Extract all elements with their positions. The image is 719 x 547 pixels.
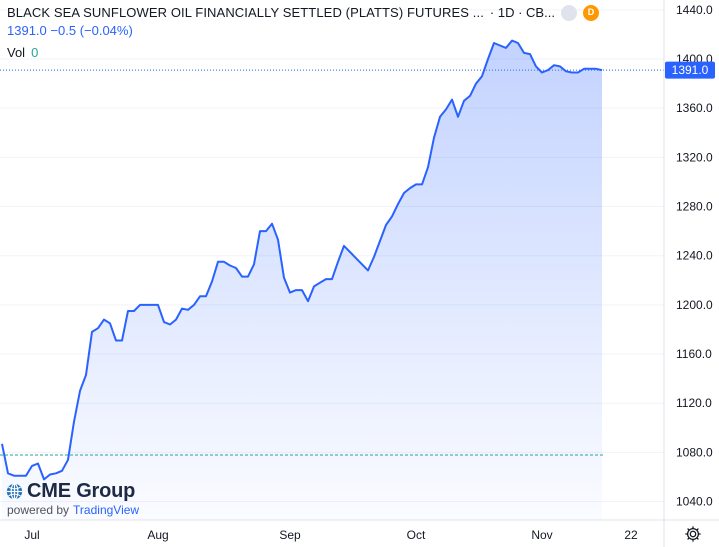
volume-value: 0	[31, 45, 39, 60]
y-tick-label: 1160.0	[676, 347, 712, 361]
x-tick-label: Nov	[531, 528, 552, 542]
delayed-badge[interactable]: D	[582, 4, 599, 21]
x-tick-label: 22	[624, 528, 638, 542]
x-tick-label: Aug	[147, 528, 168, 542]
x-tick-label: Jul	[24, 528, 39, 542]
gear-icon[interactable]	[684, 525, 702, 543]
y-tick-label: 1240.0	[676, 249, 713, 263]
last-price-label: 1391.0	[665, 61, 715, 79]
cme-logo[interactable]: CME Group powered by TradingView	[6, 480, 139, 517]
volume-legend: Vol 0	[7, 44, 599, 61]
powered-by-label: powered by	[7, 503, 70, 517]
status-badge	[560, 4, 577, 21]
y-tick-label: 1080.0	[676, 445, 713, 459]
interval-label[interactable]: · 1D · CB...	[489, 5, 555, 20]
y-tick-label: 1280.0	[676, 200, 713, 214]
symbol-title[interactable]: BLACK SEA SUNFLOWER OIL FINANCIALLY SETT…	[7, 5, 484, 20]
x-tick-label: Oct	[407, 528, 426, 542]
brand-name: CME Group	[27, 480, 136, 502]
y-tick-label: 1320.0	[676, 150, 713, 164]
last-value: 1391.0	[7, 23, 47, 38]
last-price-value: 1391.0	[672, 63, 709, 77]
tradingview-link[interactable]: TradingView	[73, 503, 140, 517]
volume-label: Vol	[7, 45, 26, 60]
time-axis[interactable]: Jul Aug Sep Oct Nov 22	[24, 528, 638, 542]
globe-icon	[6, 483, 23, 500]
change-percent: (−0.04%)	[79, 23, 133, 38]
y-tick-label: 1440.0	[676, 3, 713, 17]
powered-by: powered by TradingView	[7, 503, 139, 517]
price-axis[interactable]: 1040.0 1080.0 1120.0 1160.0 1200.0 1240.0 1280…	[676, 3, 713, 509]
x-tick-label: Sep	[279, 528, 301, 542]
price-line	[1, 39, 603, 481]
change-value: −0.5	[50, 23, 77, 38]
price-area-fill	[2, 40, 602, 520]
quote-line: 1391.0 −0.5 (−0.04%)	[7, 22, 599, 39]
y-tick-label: 1360.0	[676, 101, 713, 115]
y-tick-label: 1200.0	[676, 298, 713, 312]
y-tick-label: 1120.0	[676, 396, 712, 410]
symbol-header: BLACK SEA SUNFLOWER OIL FINANCIALLY SETT…	[7, 4, 599, 61]
y-tick-label: 1040.0	[676, 495, 713, 509]
